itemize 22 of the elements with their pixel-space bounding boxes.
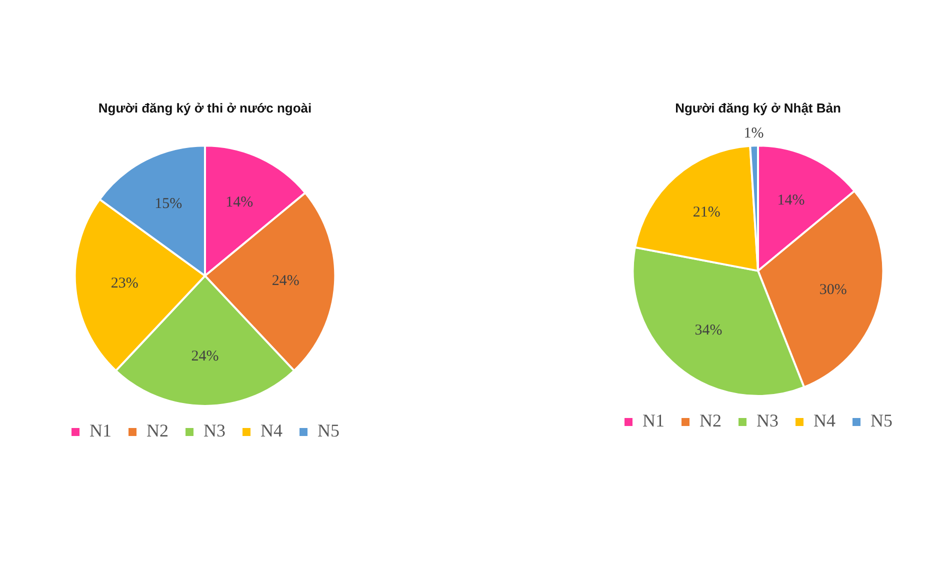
legend-label: N2	[700, 410, 722, 431]
chart-title: Người đăng ký ở thi ở nước ngoài	[98, 100, 312, 116]
chart-title: Người đăng ký ở Nhật Bản	[675, 100, 841, 116]
data-label: 30%	[819, 282, 847, 298]
legend-label: N3	[204, 420, 226, 441]
legend-label: N4	[260, 420, 282, 441]
data-label: 14%	[226, 194, 254, 211]
data-label: 1%	[744, 126, 764, 142]
data-label: 24%	[272, 272, 300, 289]
legend-label: N3	[756, 410, 778, 431]
data-label: 24%	[191, 348, 219, 364]
legend-label: N5	[870, 410, 892, 431]
data-label: 14%	[777, 192, 805, 208]
legend-label: N4	[814, 410, 836, 431]
legend-label: N1	[90, 420, 112, 441]
legend-label: N5	[318, 420, 340, 441]
legend-label: N1	[642, 410, 664, 431]
data-label: 34%	[694, 322, 722, 339]
data-label: 21%	[692, 204, 720, 221]
data-label: 15%	[154, 196, 182, 212]
data-label: 23%	[110, 275, 138, 292]
legend-label: N2	[146, 420, 168, 441]
